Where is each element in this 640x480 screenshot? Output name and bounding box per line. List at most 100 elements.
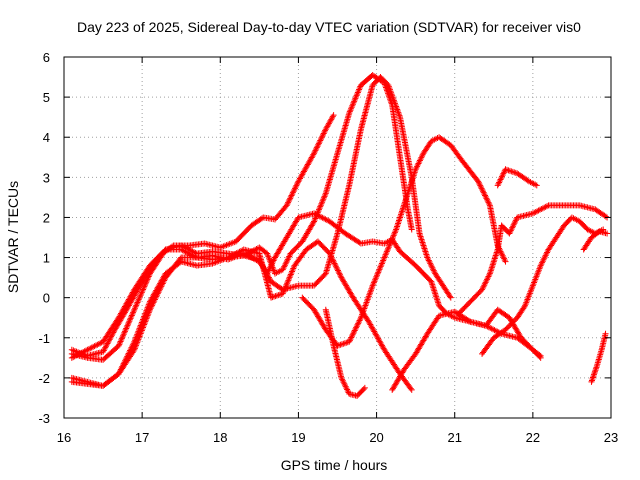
data-point bbox=[346, 108, 353, 115]
data-point bbox=[484, 276, 491, 283]
data-point bbox=[88, 344, 95, 351]
data-point bbox=[126, 348, 133, 355]
data-point bbox=[498, 173, 505, 180]
data-point bbox=[128, 344, 135, 351]
data-point bbox=[602, 330, 609, 337]
data-point bbox=[488, 325, 495, 332]
data-point bbox=[327, 251, 334, 258]
data-point bbox=[408, 226, 415, 233]
data-point bbox=[103, 343, 110, 350]
data-point bbox=[182, 248, 189, 255]
data-point bbox=[253, 257, 260, 264]
data-point bbox=[335, 268, 342, 275]
data-point bbox=[316, 205, 323, 212]
data-point bbox=[336, 270, 343, 277]
data-point bbox=[280, 265, 287, 272]
data-point bbox=[602, 213, 609, 220]
data-point bbox=[329, 113, 336, 120]
grid-lines bbox=[64, 57, 611, 418]
x-tick-label: 20 bbox=[369, 430, 383, 445]
data-point bbox=[337, 273, 344, 280]
data-point bbox=[138, 320, 145, 327]
data-point bbox=[100, 347, 107, 354]
data-point bbox=[341, 382, 348, 389]
data-point bbox=[279, 266, 286, 273]
x-tick-label: 17 bbox=[135, 430, 149, 445]
data-point bbox=[247, 254, 254, 261]
data-point bbox=[355, 320, 362, 327]
data-point bbox=[285, 275, 292, 282]
data-point bbox=[313, 144, 320, 151]
data-point bbox=[355, 318, 362, 325]
data-point bbox=[252, 256, 259, 263]
data-point bbox=[330, 257, 337, 264]
data-point bbox=[496, 179, 503, 186]
data-point bbox=[531, 209, 538, 216]
data-point bbox=[426, 258, 433, 265]
data-point bbox=[417, 156, 424, 163]
data-point bbox=[415, 160, 422, 167]
data-point bbox=[310, 151, 317, 158]
data-point bbox=[351, 96, 358, 103]
data-point bbox=[333, 264, 340, 271]
data-point bbox=[508, 168, 515, 175]
data-point bbox=[311, 210, 318, 217]
data-point bbox=[376, 266, 383, 273]
data-point bbox=[338, 341, 345, 348]
data-point bbox=[268, 261, 275, 268]
data-point bbox=[505, 167, 512, 174]
data-point bbox=[509, 223, 516, 230]
data-point bbox=[286, 196, 293, 203]
data-point bbox=[135, 298, 142, 305]
data-point bbox=[141, 283, 148, 290]
y-tick-label: 0 bbox=[43, 291, 50, 306]
data-point bbox=[77, 350, 84, 357]
data-point bbox=[354, 90, 361, 97]
data-point bbox=[320, 131, 327, 138]
data-point bbox=[356, 85, 363, 92]
data-point bbox=[128, 313, 135, 320]
data-point bbox=[139, 317, 146, 324]
data-point bbox=[537, 262, 544, 269]
data-point bbox=[131, 338, 138, 345]
data-point bbox=[288, 269, 295, 276]
data-point bbox=[481, 191, 488, 198]
data-point bbox=[346, 338, 353, 345]
data-point bbox=[315, 206, 322, 213]
data-point bbox=[189, 252, 196, 259]
data-point bbox=[78, 349, 85, 356]
data-point bbox=[447, 294, 454, 301]
data-point bbox=[141, 312, 148, 319]
data-point bbox=[425, 257, 432, 264]
data-point bbox=[383, 248, 390, 255]
data-point bbox=[83, 347, 90, 354]
data-point bbox=[446, 293, 453, 300]
data-point bbox=[243, 252, 250, 259]
data-point bbox=[145, 274, 152, 281]
data-point bbox=[360, 386, 367, 393]
data-point bbox=[145, 303, 152, 310]
series-track-f bbox=[299, 134, 509, 349]
data-point bbox=[369, 282, 376, 289]
data-point bbox=[539, 259, 546, 266]
data-point bbox=[267, 264, 274, 271]
data-point bbox=[391, 229, 398, 236]
data-point bbox=[383, 250, 390, 257]
data-point bbox=[544, 203, 551, 210]
data-point bbox=[138, 289, 145, 296]
data-point bbox=[355, 87, 362, 94]
data-point bbox=[339, 376, 346, 383]
series-track-a bbox=[68, 112, 337, 359]
data-point bbox=[311, 216, 318, 223]
data-point bbox=[137, 322, 144, 329]
data-point bbox=[321, 193, 328, 200]
data-point bbox=[335, 342, 342, 349]
data-point bbox=[430, 266, 437, 273]
data-point bbox=[101, 346, 108, 353]
data-point bbox=[125, 350, 132, 357]
data-point bbox=[136, 295, 143, 302]
data-point bbox=[123, 324, 130, 331]
data-point bbox=[127, 347, 134, 354]
data-point bbox=[484, 198, 491, 205]
